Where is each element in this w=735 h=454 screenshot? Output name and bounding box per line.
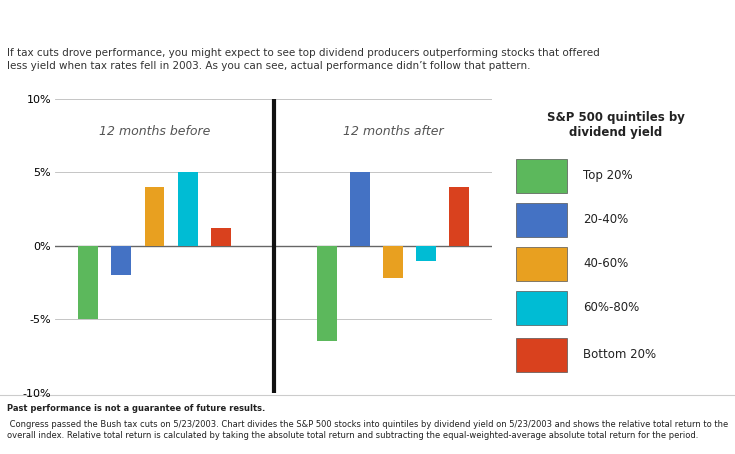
Text: 40-60%: 40-60% [583, 257, 628, 270]
Text: 12 months before: 12 months before [98, 125, 210, 138]
Text: 5/23/2003 Bush tax cuts: 5/23/2003 Bush tax cuts [194, 79, 354, 92]
Bar [112, 246, 132, 275]
Bar [178, 173, 198, 246]
Text: Tax cuts didn’t impact performance: Tax cuts didn’t impact performance [7, 14, 329, 29]
Bar [79, 246, 98, 319]
Bar [211, 228, 231, 246]
FancyBboxPatch shape [516, 247, 567, 281]
FancyBboxPatch shape [516, 338, 567, 372]
Bar [317, 246, 337, 341]
Bar [383, 246, 403, 278]
Bar [145, 187, 165, 246]
FancyBboxPatch shape [516, 159, 567, 193]
Text: S&P 500 quintiles by
dividend yield: S&P 500 quintiles by dividend yield [547, 111, 684, 139]
Text: Bottom 20%: Bottom 20% [583, 348, 656, 361]
FancyBboxPatch shape [516, 291, 567, 325]
Bar [449, 187, 469, 246]
Text: 20-40%: 20-40% [583, 213, 628, 226]
Bar [416, 246, 436, 261]
Text: Past performance is not a guarantee of future results.: Past performance is not a guarantee of f… [7, 404, 265, 413]
Text: If tax cuts drove performance, you might expect to see top dividend producers ou: If tax cuts drove performance, you might… [7, 48, 600, 71]
Text: Congress passed the Bush tax cuts on 5/23/2003. Chart divides the S&P 500 stocks: Congress passed the Bush tax cuts on 5/2… [7, 420, 728, 439]
FancyBboxPatch shape [516, 203, 567, 237]
Bar [350, 173, 370, 246]
Text: 12 months after: 12 months after [343, 125, 443, 138]
Text: Top 20%: Top 20% [583, 169, 633, 182]
Text: 60%-80%: 60%-80% [583, 301, 639, 314]
